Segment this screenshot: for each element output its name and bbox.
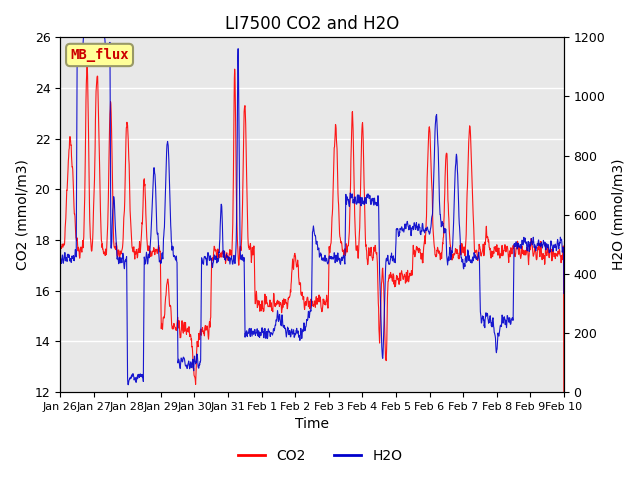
Y-axis label: H2O (mmol/m3): H2O (mmol/m3): [611, 159, 625, 270]
Title: LI7500 CO2 and H2O: LI7500 CO2 and H2O: [225, 15, 399, 33]
Y-axis label: CO2 (mmol/m3): CO2 (mmol/m3): [15, 159, 29, 270]
Legend: CO2, H2O: CO2, H2O: [232, 443, 408, 468]
X-axis label: Time: Time: [295, 418, 329, 432]
Text: MB_flux: MB_flux: [70, 48, 129, 62]
